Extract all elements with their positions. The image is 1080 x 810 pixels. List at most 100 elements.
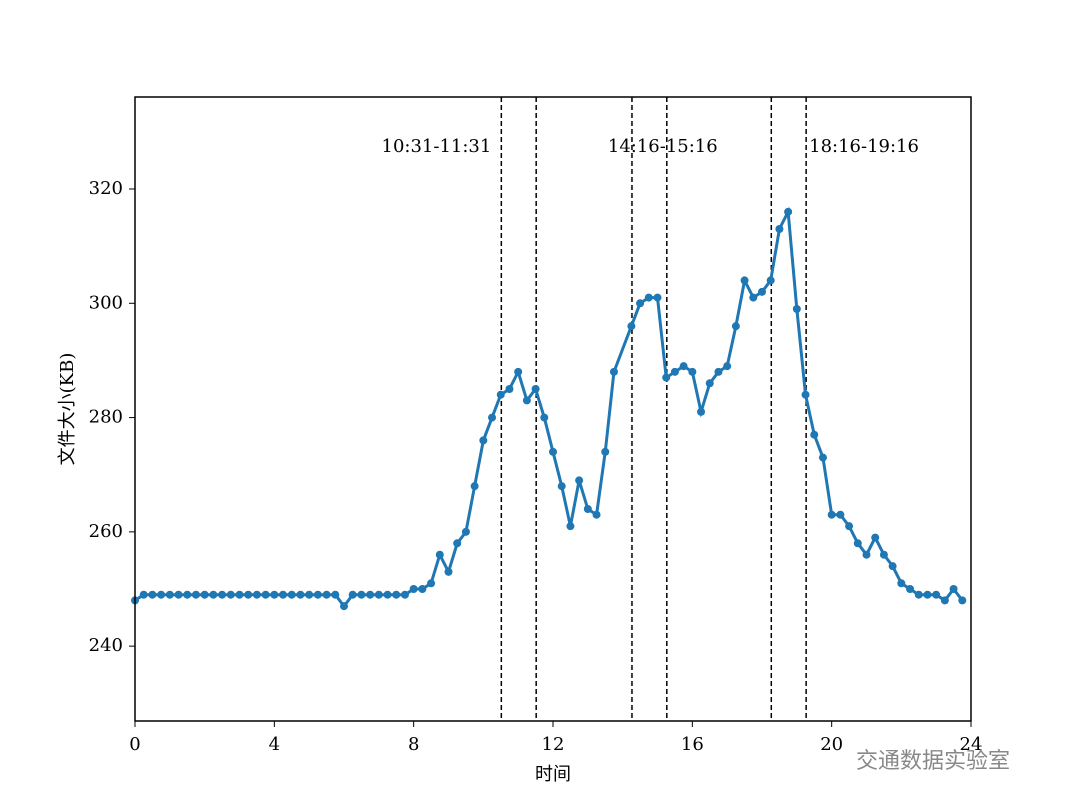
series-line (134, 206, 964, 609)
point (183, 590, 192, 599)
point (705, 379, 714, 388)
annotation: 10:31-11:31 (382, 136, 492, 157)
point (505, 385, 514, 393)
point (287, 590, 296, 599)
point (279, 590, 288, 599)
point (444, 567, 453, 576)
point (209, 590, 218, 599)
point (818, 453, 827, 462)
point (827, 510, 836, 519)
point (148, 590, 157, 599)
point (723, 362, 732, 371)
point (549, 447, 557, 456)
point (845, 522, 854, 531)
point (731, 322, 740, 331)
point (200, 590, 209, 599)
point (357, 590, 366, 599)
point (932, 590, 941, 599)
point (418, 585, 427, 593)
point (244, 590, 253, 599)
point (766, 276, 775, 285)
point (331, 590, 340, 599)
y-tick-label: 300 (89, 292, 123, 313)
point (871, 533, 880, 542)
point (958, 596, 967, 605)
x-tick-label: 16 (681, 734, 704, 755)
point (697, 407, 706, 416)
x-tick-label: 24 (960, 734, 983, 755)
point (488, 413, 497, 422)
point (575, 476, 584, 485)
point (758, 287, 766, 296)
point (313, 590, 322, 599)
point (688, 367, 697, 376)
point (923, 590, 932, 599)
point (897, 579, 906, 588)
x-axis-label: 时间 (535, 764, 571, 785)
point (226, 590, 235, 599)
point (906, 585, 915, 593)
point (583, 505, 592, 513)
point (888, 562, 897, 571)
plot-frame (134, 96, 972, 722)
y-axis-label: 文件大小(KB) (57, 353, 78, 466)
point (165, 590, 174, 599)
point (836, 510, 845, 519)
point (374, 590, 383, 599)
point (392, 590, 401, 599)
point (862, 550, 871, 559)
point (749, 293, 758, 302)
point (322, 590, 331, 599)
point (540, 413, 549, 422)
x-tick-label: 8 (408, 734, 419, 755)
point (879, 550, 888, 559)
point (340, 602, 348, 611)
point (792, 305, 801, 313)
point (479, 436, 488, 445)
point (139, 590, 148, 599)
y-tick-label: 320 (89, 178, 123, 199)
point (601, 447, 610, 456)
point (400, 590, 409, 599)
point (662, 373, 671, 382)
point (409, 585, 418, 593)
point (627, 322, 636, 331)
point (218, 590, 227, 599)
point (235, 590, 244, 599)
point (853, 539, 862, 548)
point (514, 367, 523, 376)
point (557, 482, 566, 491)
y-tick-label: 260 (89, 521, 123, 542)
annotation: 14:16-15:16 (608, 136, 718, 157)
point (714, 367, 723, 376)
point (157, 590, 166, 599)
point (801, 390, 810, 399)
y-tick-label: 280 (89, 407, 123, 428)
point (644, 293, 653, 302)
watermark: 交通数据实验室 (856, 749, 1010, 774)
point (383, 590, 392, 599)
point (949, 585, 958, 593)
point (427, 579, 436, 588)
point (670, 367, 679, 376)
point (348, 590, 357, 599)
point (653, 293, 662, 302)
point (191, 590, 200, 599)
point (270, 590, 279, 599)
point (252, 590, 261, 599)
y-tick-label: 240 (89, 635, 123, 656)
annotation: 18:16-19:16 (809, 136, 919, 157)
point (174, 590, 183, 599)
point (679, 362, 688, 371)
x-tick-label: 0 (129, 734, 140, 755)
point (531, 385, 540, 393)
point (461, 527, 470, 536)
point (305, 590, 314, 599)
point (940, 596, 949, 605)
point (636, 299, 645, 308)
point (566, 522, 575, 531)
point (261, 590, 270, 599)
point (810, 430, 819, 439)
point (496, 390, 505, 399)
